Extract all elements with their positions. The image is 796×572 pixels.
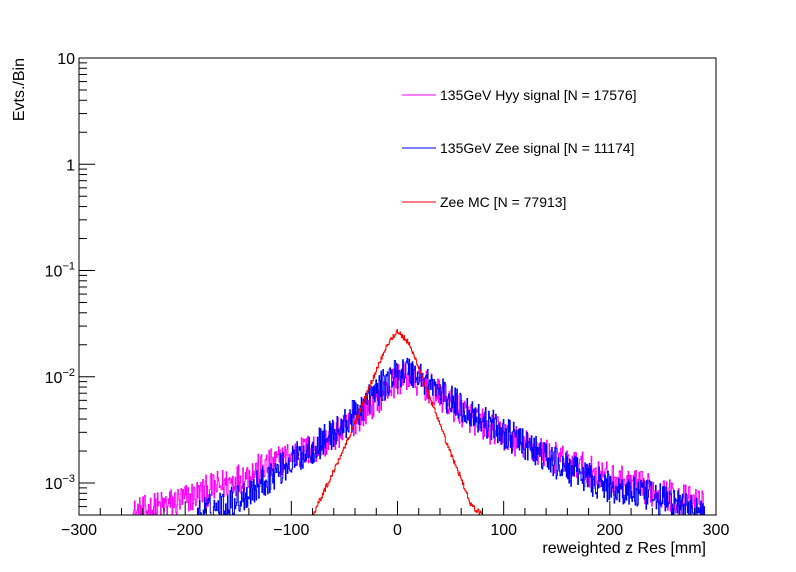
- legend-label-3: Zee MC [N = 77913]: [440, 194, 566, 210]
- legend-label-1: 135GeV Hyy signal [N = 17576]: [440, 87, 637, 103]
- x-tick-label: 300: [703, 522, 730, 539]
- x-axis-label: reweighted z Res [mm]: [542, 540, 706, 557]
- y-tick-label: 10−1: [45, 261, 75, 281]
- axis-layer: −300 −200 −100 0 100 200 300 10−3 10−2 10−1 1 10: [45, 51, 730, 539]
- y-axis-label: Evts./Bin: [11, 58, 28, 121]
- y-tick-label: 1: [66, 157, 75, 174]
- y-tick-label: 10−3: [45, 473, 75, 493]
- y-tick-label: 10−2: [45, 367, 75, 387]
- x-tick-label: −300: [61, 522, 97, 539]
- x-tick-label: −200: [167, 522, 203, 539]
- legend-label-2: 135GeV Zee signal [N = 11174]: [440, 140, 634, 156]
- x-tick-label: 0: [393, 522, 402, 539]
- legend: 135GeV Hyy signal [N = 17576] 135GeV Zee …: [402, 87, 637, 210]
- x-tick-label: 100: [490, 522, 517, 539]
- x-tick-label: 200: [596, 522, 623, 539]
- series-2-line: [79, 357, 717, 516]
- series-1-line: [79, 361, 717, 516]
- x-tick-label: −100: [273, 522, 309, 539]
- y-tick-label: 10: [57, 51, 75, 68]
